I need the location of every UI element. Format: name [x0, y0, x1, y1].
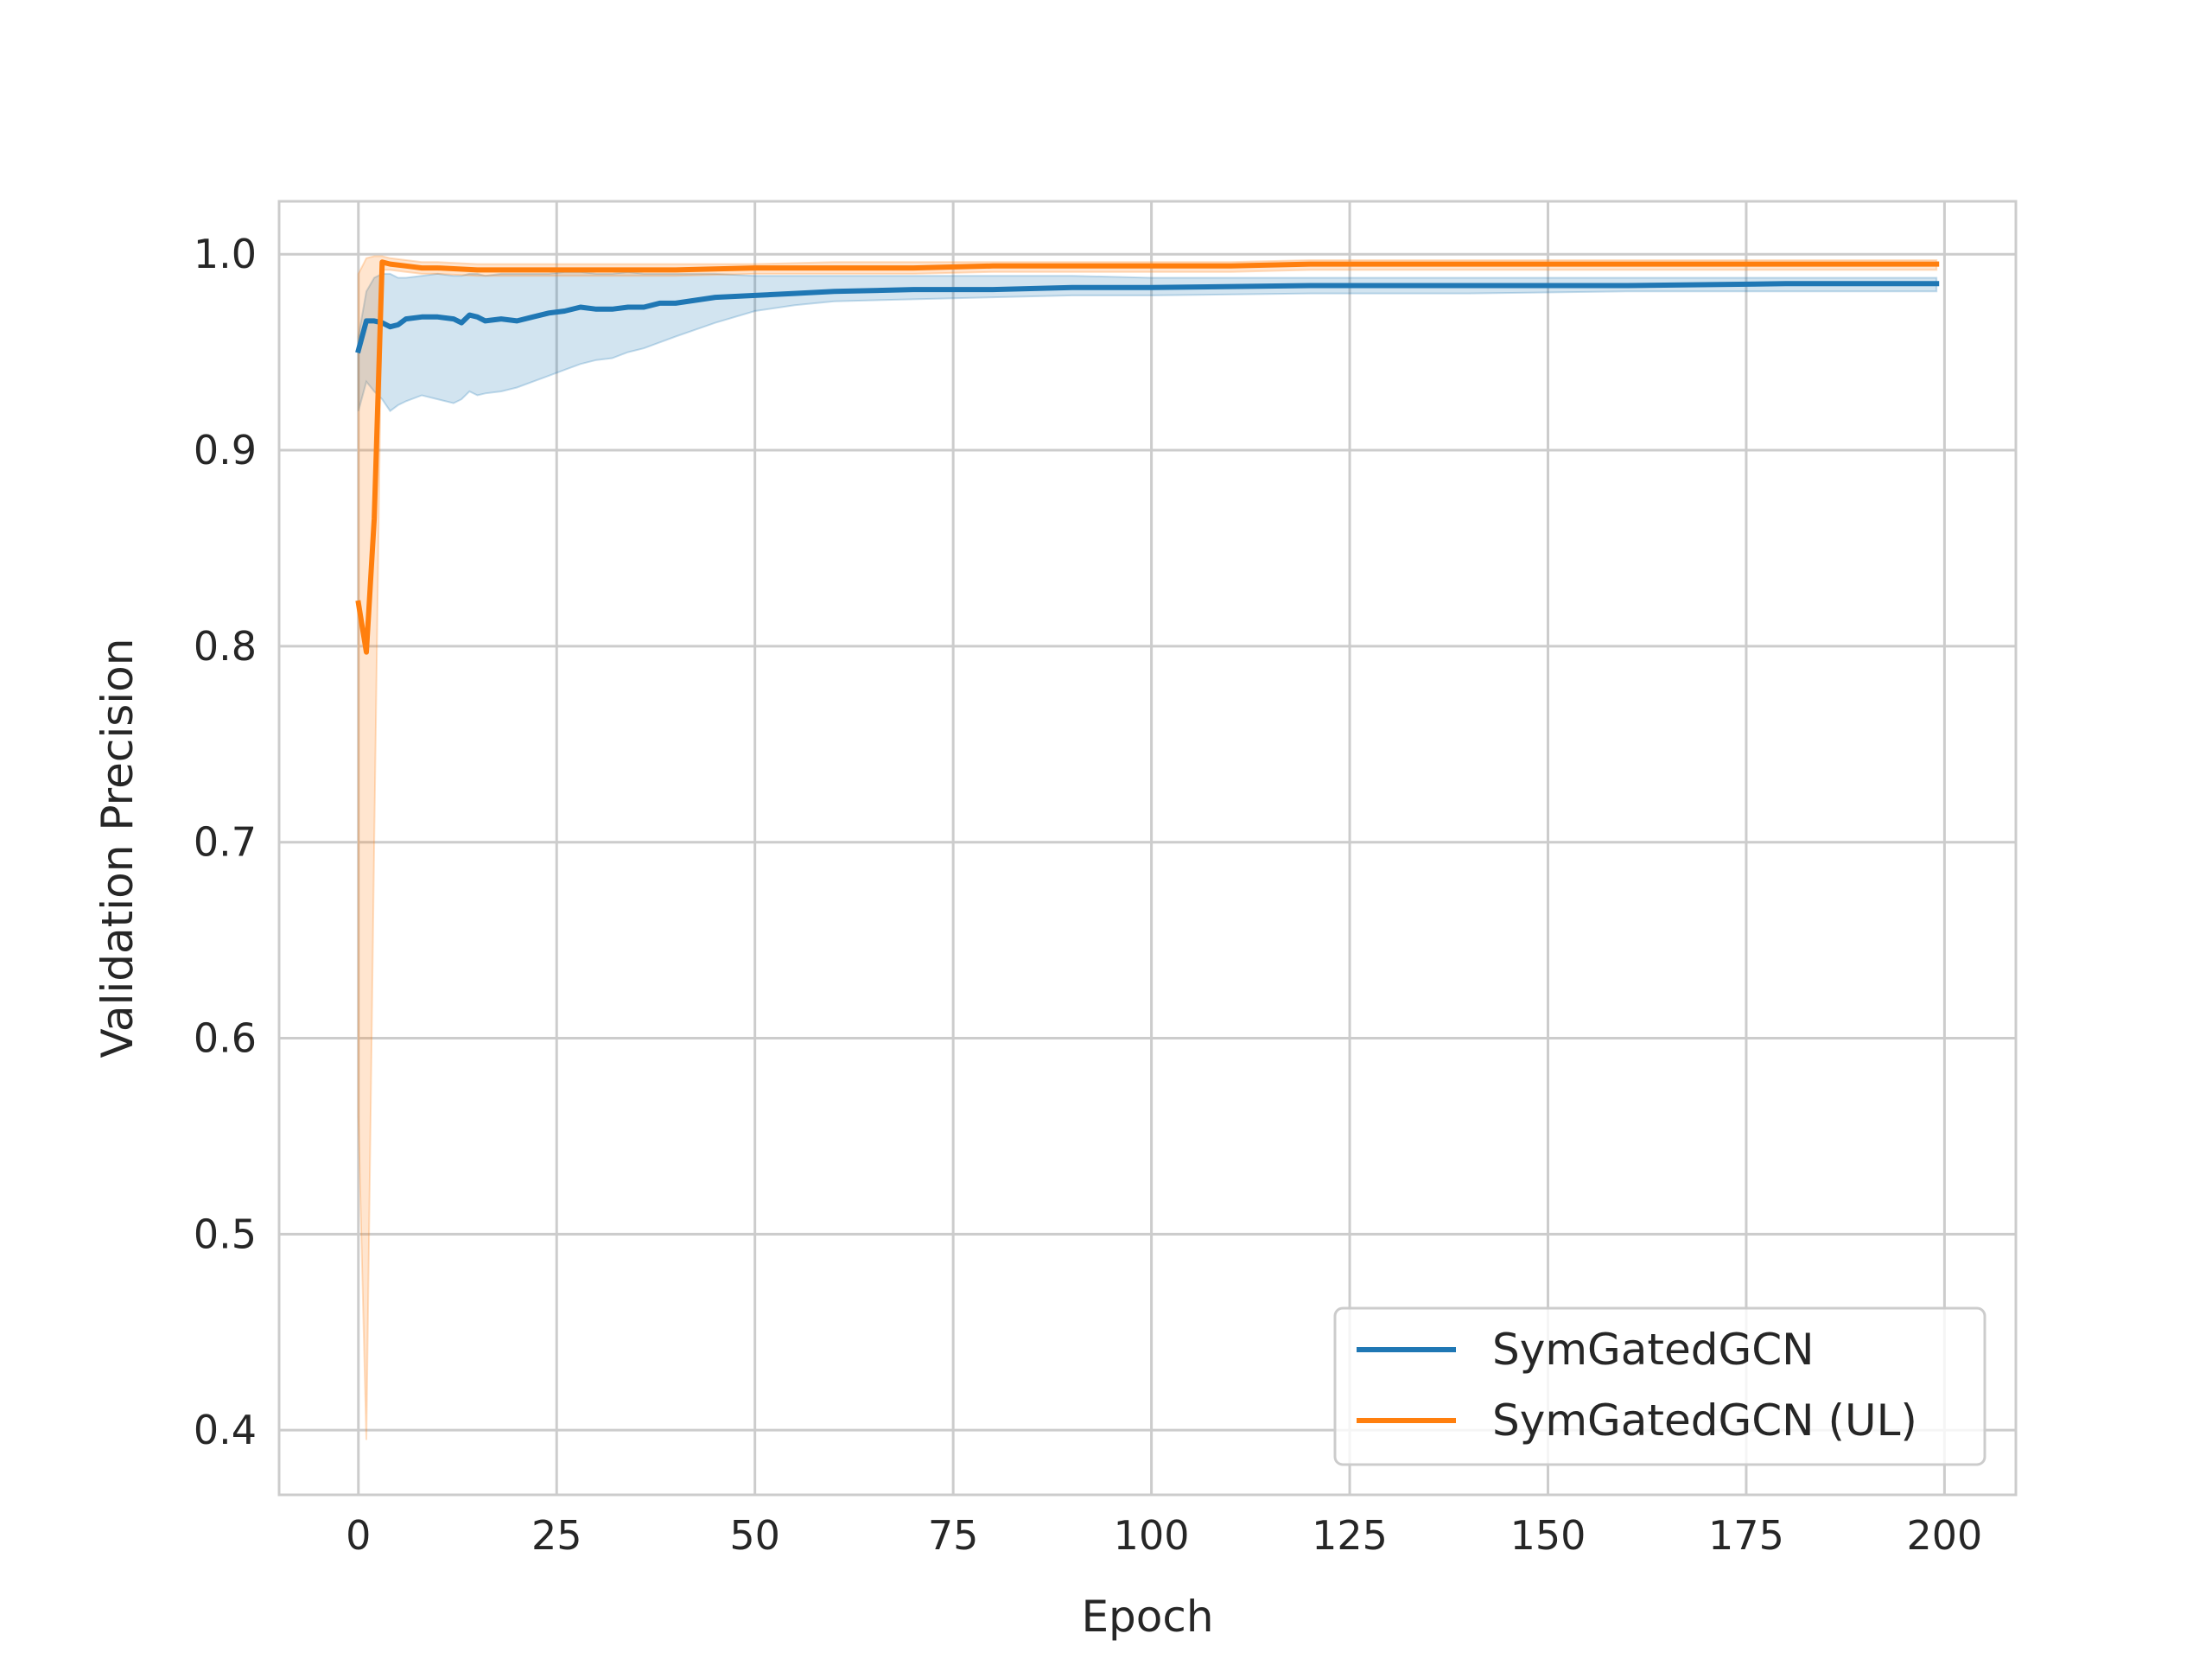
plot-frame [277, 200, 2018, 1497]
legend-label-2: SymGatedGCN (UL) [1492, 1395, 1917, 1446]
x-axis-title: Epoch [1081, 1592, 1213, 1642]
x-tick-labels: 0 25 50 75 100 125 150 175 200 [346, 1512, 1982, 1559]
x-tick-label: 50 [729, 1512, 780, 1559]
x-tick-label: 125 [1312, 1512, 1388, 1559]
x-tick-label: 175 [1708, 1512, 1784, 1559]
confidence-band-1 [357, 270, 1938, 413]
x-tick-label: 150 [1510, 1512, 1586, 1559]
legend-label-1: SymGatedGCN [1492, 1325, 1815, 1375]
legend-box [1333, 1306, 1986, 1466]
x-tick-label: 25 [531, 1512, 582, 1559]
x-tick-label: 75 [928, 1512, 979, 1559]
legend: SymGatedGCN SymGatedGCN (UL) [1333, 1306, 1986, 1466]
y-tick-label: 0.7 [194, 819, 257, 866]
confidence-band-2 [357, 255, 1938, 1440]
series-lines [355, 259, 1940, 655]
y-tick-label: 0.9 [194, 427, 257, 474]
series-line-2 [355, 259, 1940, 655]
x-tick-label: 200 [1906, 1512, 1982, 1559]
y-tick-label: 0.5 [194, 1211, 257, 1257]
confidence-bands [357, 255, 1938, 1440]
series-line-1 [355, 281, 1940, 354]
x-tick-label: 0 [346, 1512, 371, 1559]
y-tick-label: 1.0 [194, 231, 257, 277]
x-tick-label: 100 [1114, 1512, 1190, 1559]
y-tick-label: 0.6 [194, 1015, 257, 1062]
y-tick-label: 0.4 [194, 1407, 257, 1453]
y-axis-title: Validation Precision [92, 639, 143, 1058]
y-tick-labels: 0.4 0.5 0.6 0.7 0.8 0.9 1.0 [194, 231, 257, 1453]
y-tick-label: 0.8 [194, 623, 257, 670]
